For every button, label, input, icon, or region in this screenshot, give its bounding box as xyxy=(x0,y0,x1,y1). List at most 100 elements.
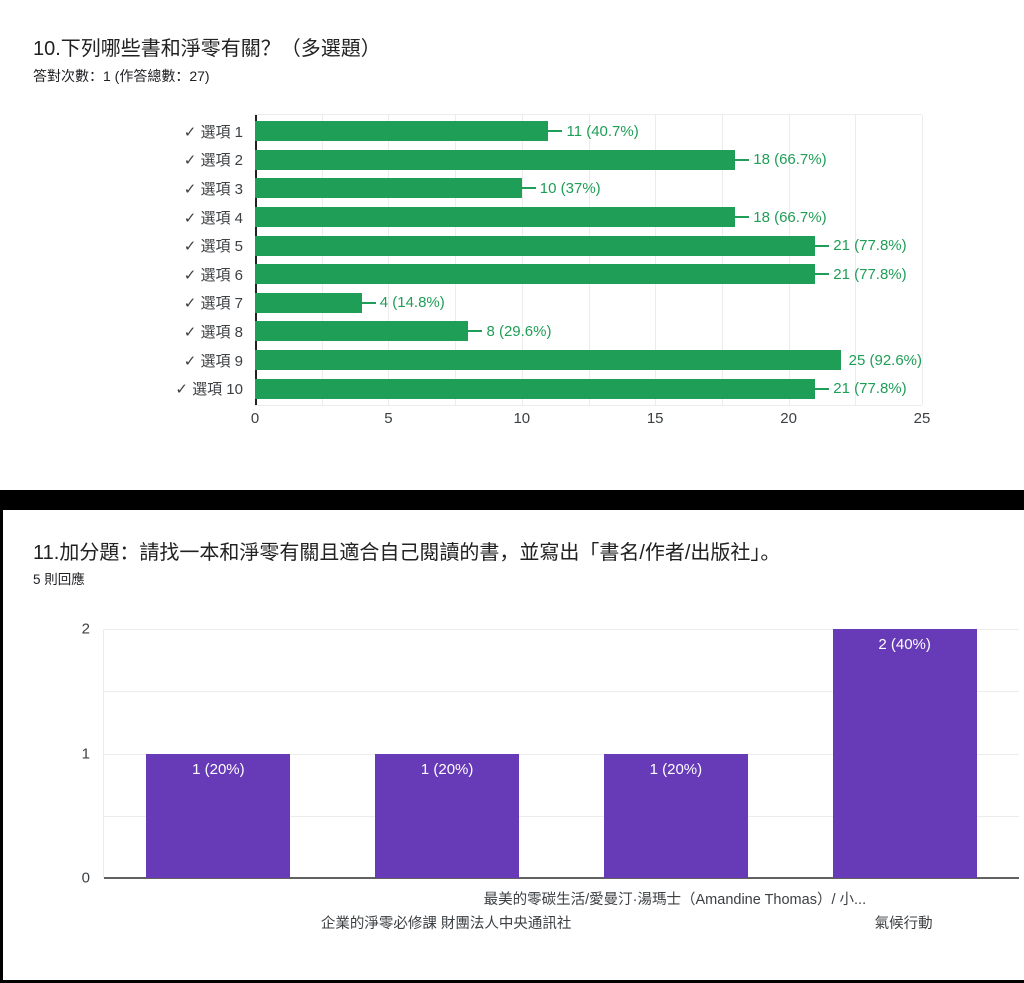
chart2-category-label: 企業的淨零必修課 財團法人中央通訊社 xyxy=(320,916,572,932)
bar[interactable] xyxy=(255,350,841,371)
bar[interactable] xyxy=(255,292,362,313)
chart1-row: ✓ 選項 8 8 (29.6%) xyxy=(0,317,1024,346)
gridline xyxy=(104,753,1019,755)
x-tick-label: 10 xyxy=(513,410,531,427)
x-tick-label: 25 xyxy=(913,410,931,427)
chart2-plot-area: 1 (20%) 1 (20%) 1 (20%) 2 (40%) xyxy=(103,629,1019,879)
chart1-bars: ✓ 選項 1 11 (40.7%) ✓ 選項 2 18 (66.7%) ✓ 選項 3 10… xyxy=(0,117,1024,403)
bar-value-label: 25 (92.6%) xyxy=(848,351,922,369)
chart1-plot-area xyxy=(255,114,923,406)
callout-line xyxy=(735,158,750,161)
bar-value-label: 1 (20%) xyxy=(420,760,474,778)
callout-line xyxy=(815,387,830,390)
bar[interactable] xyxy=(255,264,816,285)
gridline xyxy=(655,115,657,405)
bar-value-label: 21 (77.8%) xyxy=(833,380,907,398)
chart1-row: ✓ 選項 7 4 (14.8%) xyxy=(0,289,1024,318)
bar[interactable] xyxy=(255,378,816,399)
x-tick-label: 0 xyxy=(250,410,260,427)
x-tick-label: 5 xyxy=(384,410,393,427)
chart1-row: ✓ 選項 4 18 (66.7%) xyxy=(0,203,1024,232)
gridline xyxy=(721,115,723,405)
chart1-bar-track: 18 (66.7%) xyxy=(255,149,922,170)
y-tick-label: 1 xyxy=(81,745,90,762)
chart1-category-label: ✓ 選項 6 xyxy=(183,266,243,284)
chart1-category-label: ✓ 選項 9 xyxy=(183,352,243,370)
bar-value-label: 2 (40%) xyxy=(878,636,931,653)
gridline xyxy=(104,629,1019,630)
callout-line xyxy=(468,330,483,333)
chart1-row: ✓ 選項 1 11 (40.7%) xyxy=(0,117,1024,146)
bar-value-label: 18 (66.7%) xyxy=(753,208,827,226)
chart2-baseline xyxy=(104,877,1019,879)
gridline xyxy=(388,115,390,405)
chart1-bar-track: 25 (92.6%) xyxy=(255,350,922,371)
chart1-row: ✓ 選項 9 25 (92.6%) xyxy=(0,346,1024,375)
gridline xyxy=(104,815,1019,817)
callout-line xyxy=(815,273,830,276)
section-divider xyxy=(0,490,1024,510)
bar-value-label: 11 (40.7%) xyxy=(566,122,639,140)
chart1-row: ✓ 選項 5 21 (77.8%) xyxy=(0,231,1024,260)
bar[interactable] xyxy=(255,235,816,256)
chart1-bar-track: 11 (40.7%) xyxy=(255,121,922,142)
callout-line xyxy=(361,301,376,304)
chart1-category-label: ✓ 選項 1 xyxy=(183,123,243,141)
question-11-title: 11.加分題：請找一本和淨零有關且適合自己閱讀的書，並寫出「書名/作者/出版社」… xyxy=(33,542,781,564)
chart1-category-label: ✓ 選項 10 xyxy=(175,381,243,399)
chart1-category-label: ✓ 選項 2 xyxy=(183,152,243,170)
gridline xyxy=(855,115,857,405)
bar-value-label: 1 (20%) xyxy=(192,760,245,778)
chart1-bar-track: 21 (77.8%) xyxy=(255,378,922,399)
callout-line xyxy=(815,244,830,247)
chart1-category-label: ✓ 選項 8 xyxy=(183,323,243,341)
chart1-row: ✓ 選項 3 10 (37%) xyxy=(0,174,1024,203)
chart1-category-label: ✓ 選項 7 xyxy=(183,295,243,313)
chart2-category-label: 氣候行動 xyxy=(874,916,933,932)
chart1-bar-track: 10 (37%) xyxy=(255,178,922,199)
bar[interactable] xyxy=(255,121,549,142)
gridline xyxy=(455,115,457,405)
question-10-subtitle: 答對次數：1 (作答總數：27) xyxy=(33,68,210,84)
gridline xyxy=(588,115,590,405)
gridline xyxy=(321,115,323,405)
chart1-bar-track: 18 (66.7%) xyxy=(255,207,922,228)
x-tick-label: 15 xyxy=(646,410,664,427)
chart2-category-label: 最美的零碳生活/愛曼汀·湯瑪士（Amandine Thomas）/ 小... xyxy=(483,892,867,908)
bar-value-label: 21 (77.8%) xyxy=(833,265,907,283)
callout-line xyxy=(548,130,563,133)
chart1-category-label: ✓ 選項 5 xyxy=(183,238,243,256)
x-tick-label: 20 xyxy=(780,410,797,427)
bar[interactable] xyxy=(255,321,469,342)
bar-value-label: 8 (29.6%) xyxy=(486,322,552,340)
bar[interactable] xyxy=(832,629,977,878)
gridline xyxy=(521,115,523,405)
callout-line xyxy=(521,187,536,190)
gridline xyxy=(922,115,923,405)
chart1-category-label: ✓ 選項 3 xyxy=(183,180,243,198)
question-10-title: 10.下列哪些書和淨零有關？（多選題） xyxy=(33,38,381,60)
bar[interactable] xyxy=(255,207,736,228)
bar-value-label: 18 (66.7%) xyxy=(753,151,827,169)
bar-value-label: 4 (14.8%) xyxy=(379,294,445,312)
chart1-bar-track: 21 (77.8%) xyxy=(255,264,922,285)
y-tick-label: 0 xyxy=(81,869,90,887)
bar[interactable] xyxy=(603,753,748,878)
bar[interactable] xyxy=(375,753,520,878)
bar-value-label: 21 (77.8%) xyxy=(833,237,907,255)
chart1-y-axis-line xyxy=(255,115,257,405)
chart1-category-label: ✓ 選項 4 xyxy=(183,209,243,227)
question-11-subtitle: 5 則回應 xyxy=(33,572,85,587)
y-tick-label: 2 xyxy=(81,620,90,638)
chart1-bar-track: 8 (29.6%) xyxy=(255,321,922,342)
gridline xyxy=(104,691,1019,693)
bar[interactable] xyxy=(146,753,291,878)
chart1-row: ✓ 選項 10 21 (77.8%) xyxy=(0,374,1024,403)
bar[interactable] xyxy=(255,178,522,199)
chart1-row: ✓ 選項 2 18 (66.7%) xyxy=(0,146,1024,175)
bar-value-label: 1 (20%) xyxy=(649,760,703,778)
callout-line xyxy=(735,216,750,219)
chart1-bar-track: 4 (14.8%) xyxy=(255,292,922,313)
bar[interactable] xyxy=(255,149,736,170)
